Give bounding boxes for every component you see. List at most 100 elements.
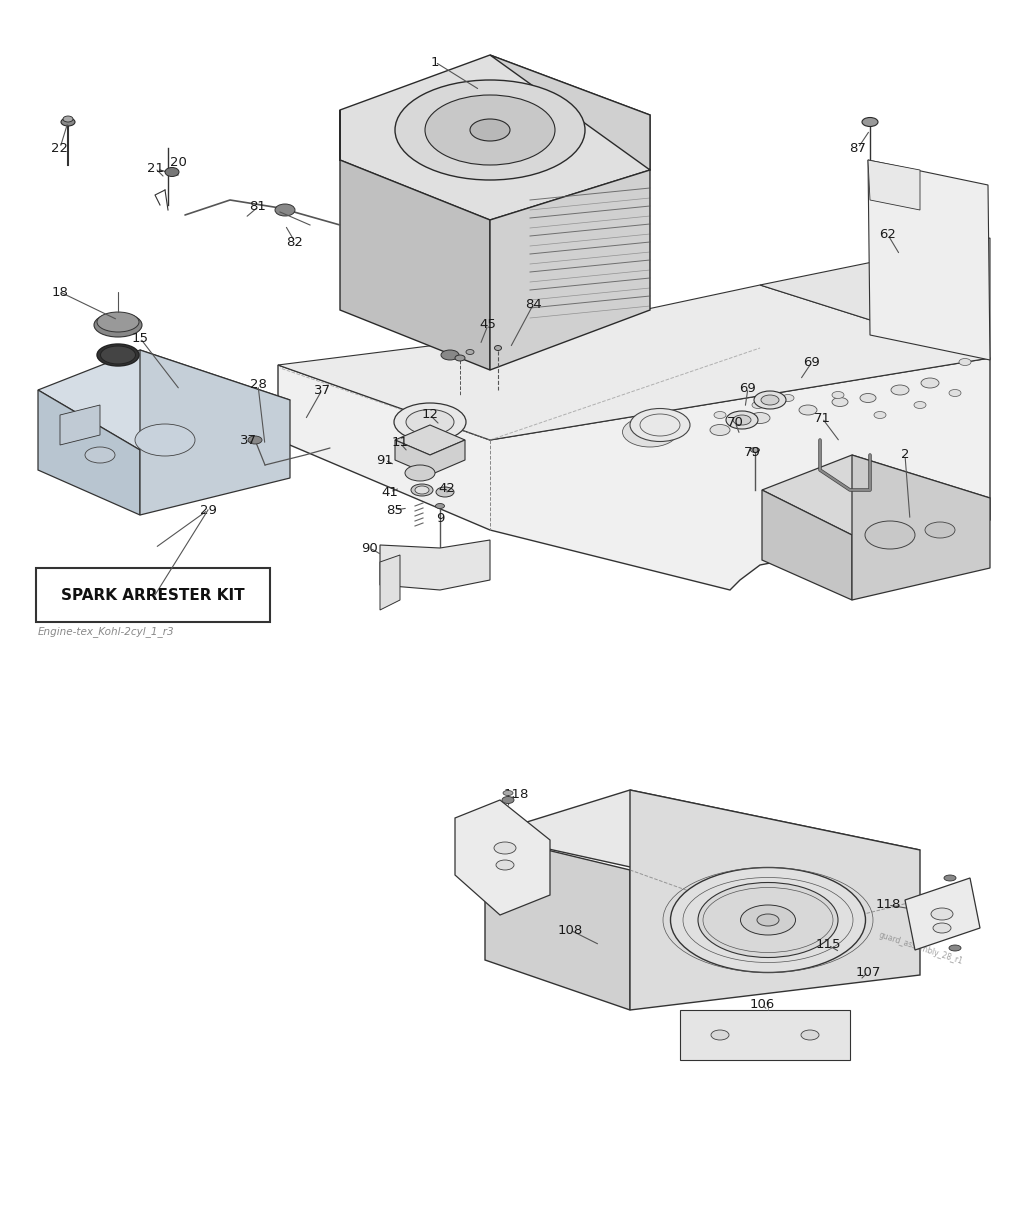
Text: 42: 42 [438, 482, 456, 495]
Polygon shape [278, 358, 990, 590]
Text: 82: 82 [287, 236, 303, 248]
Polygon shape [38, 390, 140, 515]
Ellipse shape [165, 167, 179, 177]
Polygon shape [395, 440, 465, 476]
Polygon shape [485, 835, 630, 1010]
Ellipse shape [455, 355, 465, 361]
Polygon shape [760, 238, 990, 358]
Ellipse shape [97, 344, 139, 365]
Ellipse shape [933, 923, 951, 933]
Ellipse shape [502, 796, 514, 803]
Ellipse shape [949, 945, 961, 951]
Polygon shape [278, 286, 990, 440]
Polygon shape [38, 350, 290, 450]
Ellipse shape [862, 117, 878, 127]
Text: 84: 84 [524, 299, 542, 311]
Ellipse shape [714, 411, 726, 419]
Text: 69: 69 [804, 356, 820, 369]
Ellipse shape [757, 914, 779, 926]
Text: SPARK ARRESTER KIT: SPARK ARRESTER KIT [61, 588, 245, 603]
Text: 62: 62 [880, 229, 896, 242]
Ellipse shape [425, 96, 555, 165]
Ellipse shape [441, 350, 459, 361]
Text: 18: 18 [51, 286, 69, 299]
Ellipse shape [495, 346, 502, 351]
Text: 115: 115 [815, 939, 841, 951]
Polygon shape [762, 455, 990, 535]
Ellipse shape [63, 116, 73, 122]
Polygon shape [852, 455, 990, 600]
Polygon shape [630, 790, 920, 1010]
Ellipse shape [752, 402, 764, 409]
Ellipse shape [435, 503, 444, 508]
Text: 71: 71 [813, 411, 830, 425]
Ellipse shape [640, 414, 680, 436]
Text: 2: 2 [901, 449, 909, 461]
Text: 105: 105 [511, 871, 537, 885]
Ellipse shape [436, 486, 454, 497]
Text: 12: 12 [422, 409, 438, 421]
Text: 107: 107 [855, 966, 881, 979]
Ellipse shape [97, 312, 139, 332]
Ellipse shape [494, 842, 516, 854]
Ellipse shape [411, 484, 433, 496]
Polygon shape [905, 878, 980, 950]
FancyBboxPatch shape [36, 567, 270, 622]
Text: 21: 21 [146, 161, 164, 174]
Ellipse shape [135, 424, 195, 456]
Ellipse shape [799, 405, 817, 415]
Text: 85: 85 [387, 503, 403, 517]
Ellipse shape [944, 875, 956, 881]
Text: 107: 107 [489, 813, 515, 826]
Ellipse shape [801, 1030, 819, 1041]
Text: 29: 29 [200, 503, 216, 517]
Ellipse shape [740, 905, 796, 935]
Polygon shape [762, 490, 852, 600]
Text: 41: 41 [382, 485, 398, 499]
Ellipse shape [831, 392, 844, 398]
Ellipse shape [698, 882, 838, 957]
Text: 115: 115 [522, 855, 548, 869]
Ellipse shape [415, 486, 429, 494]
Ellipse shape [395, 80, 585, 180]
Ellipse shape [865, 522, 915, 549]
Ellipse shape [470, 119, 510, 142]
Text: 22: 22 [51, 142, 69, 155]
Ellipse shape [754, 391, 786, 409]
Polygon shape [455, 800, 550, 915]
Ellipse shape [959, 358, 971, 365]
Polygon shape [380, 540, 490, 590]
Text: 87: 87 [850, 142, 866, 155]
Ellipse shape [94, 313, 142, 338]
Ellipse shape [394, 403, 466, 440]
Ellipse shape [406, 465, 435, 482]
Polygon shape [490, 54, 650, 370]
Ellipse shape [726, 411, 758, 430]
Text: 1: 1 [431, 56, 439, 69]
Polygon shape [868, 160, 920, 211]
Polygon shape [340, 110, 490, 370]
Ellipse shape [860, 393, 876, 403]
Ellipse shape [914, 402, 926, 409]
Polygon shape [485, 790, 920, 900]
Polygon shape [380, 555, 400, 610]
Ellipse shape [100, 346, 135, 364]
Polygon shape [140, 350, 290, 515]
Ellipse shape [630, 409, 690, 442]
Text: 9: 9 [436, 512, 444, 524]
Ellipse shape [750, 413, 770, 423]
Text: 118: 118 [504, 789, 528, 801]
Text: 37: 37 [240, 433, 256, 446]
Text: 106: 106 [750, 998, 774, 1012]
Ellipse shape [466, 350, 474, 355]
Polygon shape [680, 1010, 850, 1060]
Text: 91: 91 [377, 454, 393, 467]
Polygon shape [60, 405, 100, 445]
Ellipse shape [275, 204, 295, 217]
Text: 69: 69 [739, 381, 757, 394]
Ellipse shape [503, 790, 513, 795]
Text: 90: 90 [361, 542, 379, 554]
Ellipse shape [623, 417, 678, 446]
Text: 108: 108 [557, 923, 583, 937]
Text: 70: 70 [727, 415, 743, 428]
